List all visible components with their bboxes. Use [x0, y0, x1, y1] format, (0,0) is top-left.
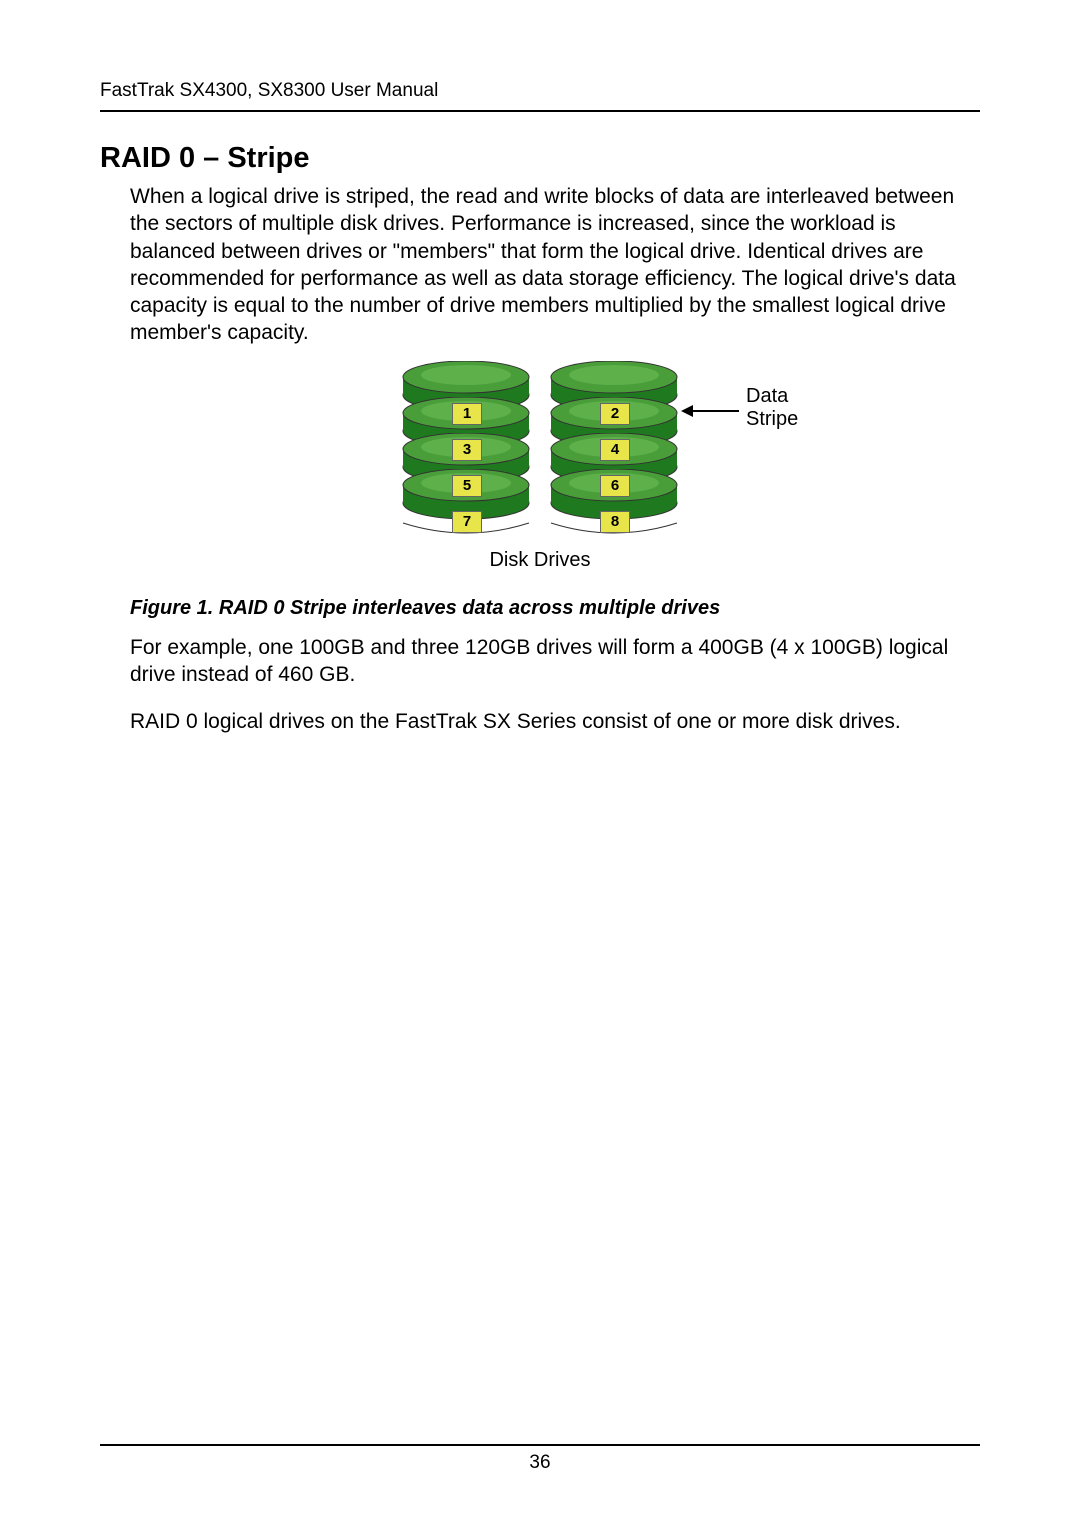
page-header: FastTrak SX4300, SX8300 User Manual — [100, 80, 980, 102]
body-paragraph-2: For example, one 100GB and three 120GB d… — [130, 634, 980, 689]
stripe-label: 8 — [600, 511, 630, 533]
header-rule — [100, 110, 980, 112]
body-paragraph-3: RAID 0 logical drives on the FastTrak SX… — [130, 708, 980, 735]
stripe-label: 3 — [452, 439, 482, 461]
disk-drive-1: 1 3 — [401, 377, 531, 537]
disk-drives-row: 1 3 — [401, 377, 679, 537]
page: FastTrak SX4300, SX8300 User Manual RAID… — [0, 0, 1080, 1529]
stripe-label: 1 — [452, 403, 482, 425]
disk-drive-2: 2 4 — [549, 377, 679, 537]
figure-caption: Figure 1. RAID 0 Stripe interleaves data… — [130, 597, 980, 620]
stripe-label: 2 — [600, 403, 630, 425]
stripe-label: 7 — [452, 511, 482, 533]
disk-drives-label: Disk Drives — [489, 549, 590, 572]
stripe-label: 6 — [600, 475, 630, 497]
raid0-diagram: 1 3 — [100, 377, 980, 572]
section-title: RAID 0 – Stripe — [100, 142, 980, 175]
annotation-line1: Data — [746, 385, 788, 407]
footer-rule — [100, 1444, 980, 1446]
stripe-label: 4 — [600, 439, 630, 461]
annotation-line2: Stripe — [746, 408, 798, 430]
arrow-icon — [681, 401, 741, 421]
body-paragraph-1: When a logical drive is striped, the rea… — [130, 183, 980, 347]
data-stripe-annotation: Data Stripe — [746, 385, 798, 431]
page-footer: 36 — [100, 1444, 980, 1474]
page-number: 36 — [100, 1452, 980, 1474]
stripe-label: 5 — [452, 475, 482, 497]
